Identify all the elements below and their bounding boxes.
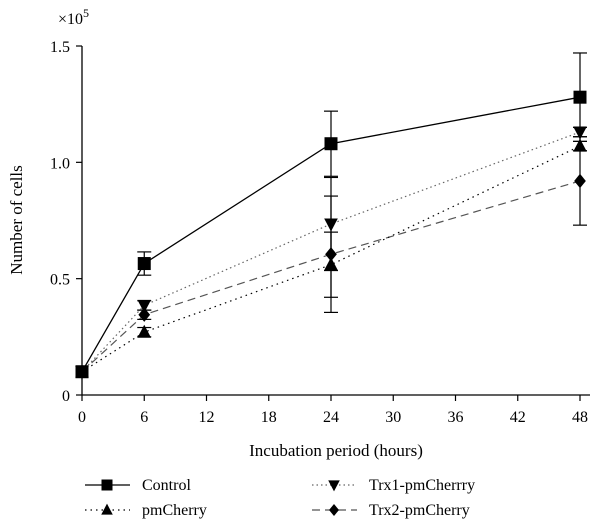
legend-item: pmCherry — [85, 502, 207, 519]
series-line — [81, 131, 581, 373]
x-tick-label: 48 — [572, 409, 588, 426]
x-tick-label: 18 — [261, 409, 277, 426]
legend-marker — [328, 480, 340, 492]
y-tick-label: 1.0 — [50, 155, 70, 172]
data-point — [324, 137, 338, 151]
series-layer — [75, 52, 587, 380]
legend-label: pmCherry — [142, 502, 207, 519]
data-point — [137, 324, 152, 338]
legend-label: Trx1-pmCherrry — [369, 477, 475, 494]
data-point — [574, 173, 586, 189]
x-tick-label: 12 — [199, 409, 215, 426]
y-tick-label: 0 — [62, 388, 70, 405]
y-tick-label: 1.5 — [50, 39, 70, 56]
x-axis-title: Incubation period (hours) — [249, 441, 423, 460]
y-scale-label: ×105 — [58, 6, 89, 28]
data-point — [75, 365, 89, 379]
x-tick-label: 36 — [448, 409, 464, 426]
data-point — [324, 257, 338, 271]
legend: Control pmCherry Trx1-pmCherrry Trx2-pmCher… — [85, 477, 475, 519]
tick-group: 0 6 12 18 24 30 36 42 48 0 0.5 1.0 1.5 — [50, 39, 588, 426]
x-tick-label: 24 — [323, 409, 339, 426]
data-point — [138, 307, 151, 322]
series-line — [81, 96, 581, 373]
y-axis-title: Number of cells — [7, 165, 26, 275]
x-tick-label: 30 — [385, 409, 401, 426]
legend-label: Control — [142, 477, 191, 494]
data-point — [573, 138, 587, 152]
x-tick-label: 6 — [140, 409, 148, 426]
legend-item: Control — [85, 477, 191, 494]
data-point — [137, 299, 152, 313]
axes — [81, 46, 590, 396]
data-point — [324, 218, 338, 232]
legend-marker — [101, 479, 113, 491]
series-line — [81, 180, 581, 373]
series-control — [75, 52, 587, 379]
legend-marker — [329, 503, 339, 517]
x-tick-label: 0 — [78, 409, 86, 426]
data-point — [137, 257, 151, 271]
legend-marker — [101, 503, 113, 515]
legend-item: Trx1-pmCherrry — [312, 477, 475, 494]
data-point — [573, 90, 587, 104]
legend-label: Trx2-pmCherry — [369, 502, 470, 519]
x-tick-label: 42 — [510, 409, 526, 426]
y-tick-label: 0.5 — [50, 272, 70, 289]
legend-item: Trx2-pmCherry — [312, 502, 470, 519]
